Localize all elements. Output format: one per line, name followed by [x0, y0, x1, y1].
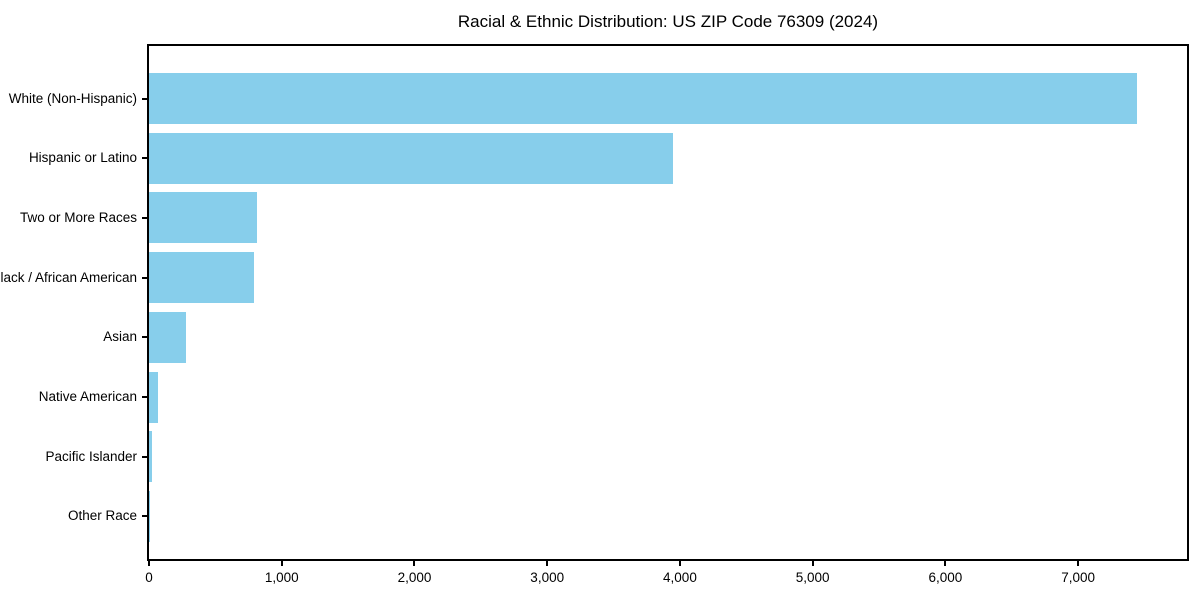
y-axis-label-two-or-more-races: Two or More Races [19, 209, 137, 225]
y-axis-label-native-american: Native American [38, 389, 137, 404]
bar-white-non-hispanic [149, 73, 1138, 124]
x-axis-tick-label: 1,000 [264, 570, 299, 585]
bar-two-or-more-races [149, 192, 258, 244]
x-axis-tick [1077, 561, 1080, 566]
x-axis-tick-label: 4,000 [663, 570, 697, 585]
x-axis-tick-label: 5,000 [795, 570, 830, 585]
y-axis-label-white-non-hispanic: White (Non-Hispanic) [8, 90, 137, 106]
x-axis-tick [546, 561, 549, 566]
bar-hispanic-or-latino [149, 132, 674, 184]
y-axis-label-other-race: Other Race [67, 508, 137, 524]
x-axis-tick-label: 7,000 [1061, 570, 1096, 585]
x-axis-tick [678, 561, 681, 566]
x-axis-tick-label: 6,000 [928, 570, 963, 585]
x-axis-tick [413, 561, 416, 566]
y-axis-tick [142, 157, 147, 160]
x-axis-tick [148, 561, 150, 566]
x-axis-tick-label: 2,000 [397, 570, 432, 585]
plot-area: White (Non-Hispanic) Hispanic or Latino Tw… [0, 44, 1189, 585]
bar-pacific-islander [149, 431, 152, 483]
y-axis-label-asian: Asian [103, 329, 137, 345]
y-axis-tick [142, 515, 147, 518]
y-axis-tick [142, 97, 147, 100]
chart-title: Racial & Ethnic Distribution: US ZIP Cod… [457, 12, 879, 31]
bar-native-american [149, 371, 158, 423]
y-axis-label-hispanic-or-latino: Hispanic or Latino [28, 150, 137, 166]
y-axis-tick [142, 276, 147, 279]
bar-other-race [149, 490, 150, 542]
y-axis-label-pacific-islander: Pacific Islander [45, 448, 137, 464]
x-axis-tick-label: 3,000 [530, 570, 565, 585]
x-axis-tick [811, 561, 814, 566]
x-axis-tick [944, 561, 947, 566]
bar-asian [149, 311, 186, 363]
y-axis-label-black-african-american: Black / African American [0, 269, 137, 285]
y-axis-tick [142, 336, 147, 339]
y-axis-tick [142, 396, 147, 398]
x-axis-tick [280, 561, 283, 566]
x-axis-tick-label: 0 [145, 570, 153, 585]
y-axis-tick [142, 216, 147, 219]
bar-black-african-american [149, 252, 254, 304]
y-axis-tick [142, 455, 147, 458]
